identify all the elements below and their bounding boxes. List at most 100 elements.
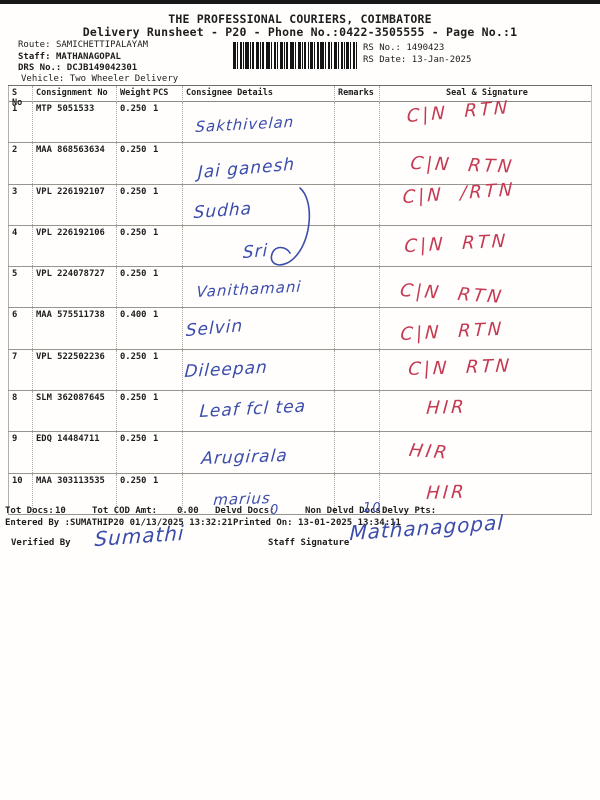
pcs-cell: 1 <box>150 143 183 184</box>
seal-cell <box>380 308 592 349</box>
scan-edge-bar <box>0 0 600 4</box>
sno-cell: 8 <box>8 391 33 432</box>
table-body: 1 MTP 5051533 0.250 1 2 MAA 868563634 0.… <box>8 102 592 515</box>
remarks-cell <box>335 391 380 432</box>
seal-cell <box>380 102 592 143</box>
staff-label: Staff: <box>18 52 51 62</box>
consignment-cell: VPL 226192107 <box>33 184 117 225</box>
rs-no-label: RS No.: <box>363 43 401 53</box>
vehicle-label: Vehicle: <box>21 74 65 84</box>
remarks-cell <box>335 267 380 308</box>
sno-cell: 1 <box>8 102 33 143</box>
tot-docs-value: 10 <box>55 506 66 516</box>
tot-docs-label: Tot Docs: <box>5 506 54 516</box>
route-value: SAMICHETTIPALAYAM <box>55 40 149 50</box>
consignee-signature: Sudha <box>193 198 253 224</box>
non-delvd-docs-handwritten: 10 <box>363 501 382 516</box>
pcs-cell: 1 <box>150 349 183 391</box>
consignment-cell: MAA 303113535 <box>33 473 117 514</box>
remarks-cell <box>335 184 380 225</box>
remarks-cell <box>335 225 380 267</box>
entered-by-line: Entered By :SUMATHIP20 01/13/2025 13:32:… <box>5 518 233 528</box>
sno-cell: 5 <box>8 267 33 308</box>
consignee-cell <box>183 102 335 143</box>
weight-cell: 0.250 <box>120 186 147 197</box>
consignee-cell <box>183 143 335 184</box>
route-label: Route: <box>18 40 51 50</box>
table-row: 2 MAA 868563634 0.250 1 <box>8 143 592 185</box>
consignment-cell: EDQ 14484711 <box>33 432 117 473</box>
rs-no-line: RS No.: 1490423 <box>363 43 444 53</box>
rs-date-line: RS Date: 13-Jan-2025 <box>363 55 471 65</box>
table-header-row: S No Consignment No Weight PCS Consignee… <box>8 85 592 108</box>
col-sno: S No <box>8 86 33 108</box>
consignment-cell: MTP 5051533 <box>33 102 117 143</box>
pcs-cell: 1 <box>150 225 183 267</box>
consignment-cell: VPL 226192106 <box>33 225 117 267</box>
vehicle-value: Two Wheeler Delivery <box>69 74 179 84</box>
vehicle-line: Vehicle: Two Wheeler Delivery <box>21 74 178 84</box>
delvd-docs-handwritten: 0 <box>270 503 280 518</box>
company-title: THE PROFESSIONAL COURIERS, COIMBATORE <box>168 12 432 26</box>
table-row: 3 VPL 226192107 0.250 1 <box>8 184 592 226</box>
consignee-cell <box>183 349 335 391</box>
consignee-cell <box>183 432 335 473</box>
drs-value: DCJB149042301 <box>66 63 138 73</box>
seal-cell <box>380 267 592 308</box>
col-seal: Seal & Signature <box>380 86 592 108</box>
weight-cell: 0.250 <box>120 104 147 114</box>
consignment-cell: SLM 362087645 <box>33 391 117 432</box>
col-remarks: Remarks <box>335 86 380 108</box>
col-consignee: Consignee Details <box>183 86 335 108</box>
printed-on-line: Printed On: 13-01-2025 13:34:11 <box>233 518 401 528</box>
seal-marking: C|N RTN <box>407 355 513 381</box>
seal-cell <box>380 184 592 225</box>
seal-marking: HIR <box>425 396 468 420</box>
rs-no-value: 1490423 <box>406 43 445 53</box>
pcs-cell: 1 <box>150 391 183 432</box>
remarks-cell <box>335 432 380 473</box>
consignment-cell: VPL 522502236 <box>33 349 117 391</box>
sno-cell: 6 <box>8 308 33 349</box>
table-row: 1 MTP 5051533 0.250 1 <box>8 102 592 144</box>
remarks-cell <box>335 308 380 349</box>
weight-cell: 0.250 <box>120 269 147 280</box>
seal-marking: HIR <box>407 440 452 464</box>
table-row: 5 VPL 224078727 0.250 1 <box>8 267 592 309</box>
signature-flourish <box>270 187 311 266</box>
table-row: 4 VPL 226192106 0.250 1 <box>8 225 592 268</box>
verified-by-signature: Sumathi <box>94 520 185 552</box>
consignment-cell: VPL 224078727 <box>33 267 117 308</box>
consignee-cell <box>183 473 335 514</box>
route-line: Route: SAMICHETTIPALAYAM <box>18 40 148 50</box>
consignee-cell <box>183 308 335 349</box>
col-weight: Weight <box>120 88 151 98</box>
remarks-cell <box>335 473 380 514</box>
weight-cell: 0.250 <box>120 475 147 486</box>
table-row: 7 VPL 522502236 0.250 1 <box>8 349 592 392</box>
delvy-pts-label: Delvy Pts: <box>382 506 437 516</box>
consignee-cell <box>183 391 335 432</box>
weight-cell: 0.250 <box>120 145 147 156</box>
verified-by-label: Verified By <box>11 538 71 548</box>
table-row: 10 MAA 303113535 0.250 1 <box>8 473 592 515</box>
seal-cell <box>380 473 592 514</box>
sno-cell: 9 <box>8 432 33 473</box>
consignment-cell: MAA 868563634 <box>33 143 117 184</box>
staff-value: MATHANAGOPAL <box>55 52 121 62</box>
barcode-icon <box>233 42 357 69</box>
weight-cell: 0.250 <box>120 434 147 445</box>
consignee-cell <box>183 267 335 308</box>
drs-line: DRS No.: DCJB149042301 <box>18 63 137 73</box>
remarks-cell <box>335 349 380 391</box>
seal-cell <box>380 432 592 473</box>
tot-cod-value: 0.00 <box>177 506 199 516</box>
remarks-cell <box>335 102 380 143</box>
consignment-cell: MAA 575511738 <box>33 308 117 349</box>
pcs-cell: 1 <box>150 184 183 225</box>
consignee-cell <box>183 184 335 225</box>
consignee-cell <box>183 225 335 267</box>
seal-cell <box>380 225 592 267</box>
table-row: 6 MAA 575511738 0.400 1 <box>8 308 592 350</box>
